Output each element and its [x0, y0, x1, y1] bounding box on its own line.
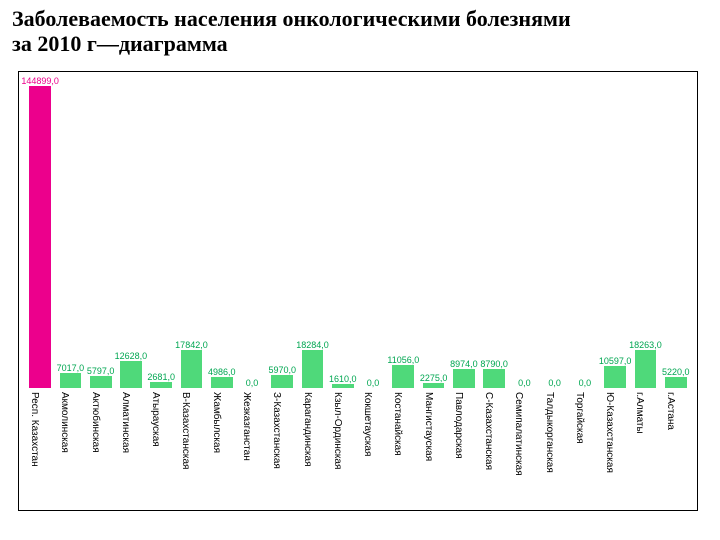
bar-value-label: 18263,0	[629, 340, 662, 350]
bar-value-label: 10597,0	[599, 356, 632, 366]
bar-value-label: 17842,0	[175, 340, 208, 350]
x-tick-label: Талдыкорганская	[544, 392, 555, 473]
x-tick: Кзыл-Ординская	[328, 388, 358, 510]
bar-value-label: 0,0	[246, 378, 259, 388]
x-tick: Ю-Казахстанская	[600, 388, 630, 510]
bar-slot: 144899,0	[25, 86, 55, 388]
bar-value-label: 0,0	[518, 378, 531, 388]
bar-slot: 5970,0	[267, 375, 297, 387]
x-tick-label: Мангистауская	[423, 392, 434, 461]
x-tick-label: Кокшетауская	[362, 392, 373, 456]
bar-value-label: 8790,0	[480, 359, 508, 369]
bar-value-label: 5220,0	[662, 367, 690, 377]
bar-value-label: 5797,0	[87, 366, 115, 376]
chart-title: Заболеваемость населения онкологическими…	[0, 0, 720, 59]
bar-slot: 18284,0	[297, 350, 327, 388]
bar	[90, 376, 112, 388]
x-tick: В-Казахстанская	[176, 388, 206, 510]
bar-value-label: 7017,0	[57, 363, 85, 373]
bar-value-label: 4986,0	[208, 367, 236, 377]
x-tick: Талдыкорганская	[540, 388, 570, 510]
bar	[392, 365, 414, 388]
x-tick-label: С-Казахстанская	[483, 392, 494, 470]
bar-slot: 11056,0	[388, 365, 418, 388]
x-tick: г.Астана	[661, 388, 691, 510]
x-tick-label: Костанайская	[392, 392, 403, 456]
x-tick-label: Семипалатинская	[513, 392, 524, 476]
bar-value-label: 2681,0	[147, 372, 175, 382]
x-tick: Акмолинская	[55, 388, 85, 510]
bar	[453, 369, 475, 388]
bar	[29, 86, 51, 388]
bar	[302, 350, 324, 388]
x-tick: Жезказганстан	[237, 388, 267, 510]
x-tick: Кокшетауская	[358, 388, 388, 510]
x-tick: Семипалатинская	[509, 388, 539, 510]
bar-slot: 12628,0	[116, 361, 146, 387]
bar-value-label: 0,0	[579, 378, 592, 388]
bar	[211, 377, 233, 387]
bar	[181, 350, 203, 387]
x-tick: Респ. Казахстан	[25, 388, 55, 510]
x-tick: Павлодарская	[449, 388, 479, 510]
x-tick: Торгайская	[570, 388, 600, 510]
x-tick-label: Кзыл-Ординская	[332, 392, 343, 469]
bar	[60, 373, 82, 388]
chart-frame: 144899,07017,05797,012628,02681,017842,0…	[18, 71, 698, 511]
bar-value-label: 0,0	[367, 378, 380, 388]
bar-slot: 4986,0	[207, 377, 237, 387]
bar-value-label: 5970,0	[268, 365, 296, 375]
x-axis: Респ. Казахстан Акмолинская Актюбинская Алм…	[25, 388, 691, 510]
bar	[271, 375, 293, 387]
x-tick-label: г.Астана	[665, 392, 676, 430]
bar	[635, 350, 657, 388]
x-tick-label: г.Алматы	[634, 392, 645, 434]
x-tick: г.Алматы	[630, 388, 660, 510]
bar-value-label: 0,0	[548, 378, 561, 388]
x-tick: Актюбинская	[86, 388, 116, 510]
x-tick-label: Жезказганстан	[241, 392, 252, 461]
bar	[604, 366, 626, 388]
bar-value-label: 12628,0	[115, 351, 148, 361]
bar-slot: 5797,0	[86, 376, 116, 388]
bar	[483, 369, 505, 387]
x-tick-label: Респ. Казахстан	[29, 392, 40, 467]
x-tick: Карагандинская	[297, 388, 327, 510]
bar-slot: 10597,0	[600, 366, 630, 388]
x-tick: Атырауская	[146, 388, 176, 510]
x-tick-label: Торгайская	[574, 392, 585, 444]
x-tick-label: В-Казахстанская	[180, 392, 191, 469]
bar-value-label: 144899,0	[21, 76, 59, 86]
bar	[120, 361, 142, 387]
x-tick-label: Ю-Казахстанская	[604, 392, 615, 473]
bar-value-label: 2275,0	[420, 373, 448, 383]
bar	[665, 377, 687, 388]
x-tick-label: Атырауская	[150, 392, 161, 447]
bar-value-label: 1610,0	[329, 374, 357, 384]
x-tick: Мангистауская	[418, 388, 448, 510]
bar-slot: 8974,0	[449, 369, 479, 388]
x-tick: Жамбылская	[207, 388, 237, 510]
x-tick: С-Казахстанская	[479, 388, 509, 510]
bar-value-label: 11056,0	[387, 355, 419, 365]
x-tick-label: Павлодарская	[453, 392, 464, 459]
bar-slot: 8790,0	[479, 369, 509, 387]
x-tick-label: Карагандинская	[302, 392, 313, 467]
x-tick: Костанайская	[388, 388, 418, 510]
bar-slot: 7017,0	[55, 373, 85, 388]
bar-slot: 5220,0	[661, 377, 691, 388]
x-tick-label: Алматинская	[120, 392, 131, 453]
x-tick-label: З-Казахстанская	[271, 392, 282, 469]
bar-slot: 17842,0	[176, 350, 206, 387]
x-tick: Алматинская	[116, 388, 146, 510]
bar-slot: 18263,0	[630, 350, 660, 388]
x-tick-label: Жамбылская	[211, 392, 222, 453]
bar-value-label: 18284,0	[296, 340, 329, 350]
plot-area: 144899,07017,05797,012628,02681,017842,0…	[25, 76, 691, 388]
x-tick-label: Акмолинская	[59, 392, 70, 453]
bar-value-label: 8974,0	[450, 359, 478, 369]
x-tick: З-Казахстанская	[267, 388, 297, 510]
x-tick-label: Актюбинская	[90, 392, 101, 453]
